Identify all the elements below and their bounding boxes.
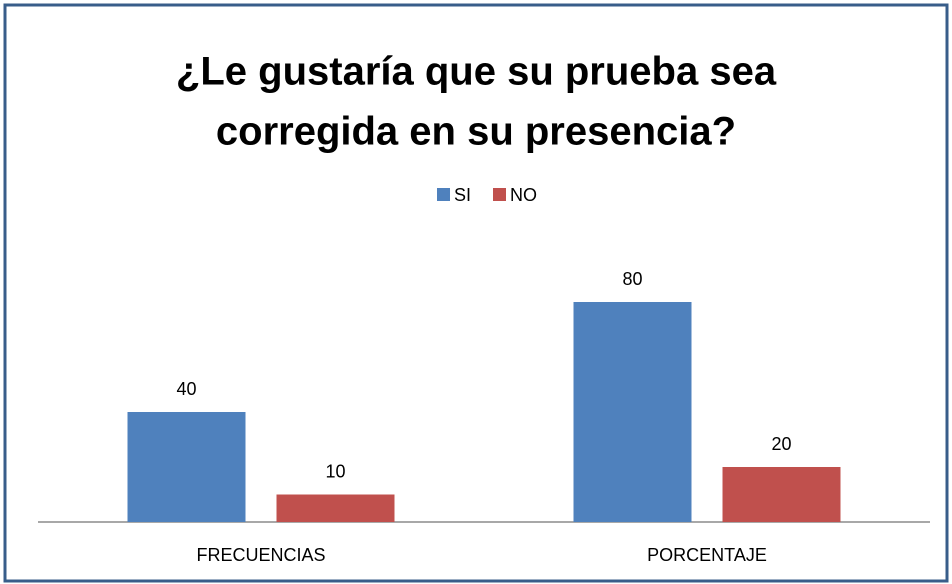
legend-swatch [493, 188, 506, 201]
data-label: 40 [176, 379, 196, 399]
x-tick-label: PORCENTAJE [647, 545, 767, 565]
data-label: 10 [325, 461, 345, 481]
bar [573, 302, 692, 522]
bar [722, 467, 841, 522]
data-label: 20 [771, 434, 791, 454]
bar [276, 494, 395, 522]
bar [127, 412, 246, 522]
legend-label: NO [510, 185, 537, 205]
legend-label: SI [454, 185, 471, 205]
legend-swatch [437, 188, 450, 201]
chart-title: ¿Le gustaría que su prueba sea [176, 50, 777, 94]
data-label: 80 [622, 269, 642, 289]
x-tick-label: FRECUENCIAS [196, 545, 325, 565]
chart-title: corregida en su presencia? [216, 110, 736, 154]
